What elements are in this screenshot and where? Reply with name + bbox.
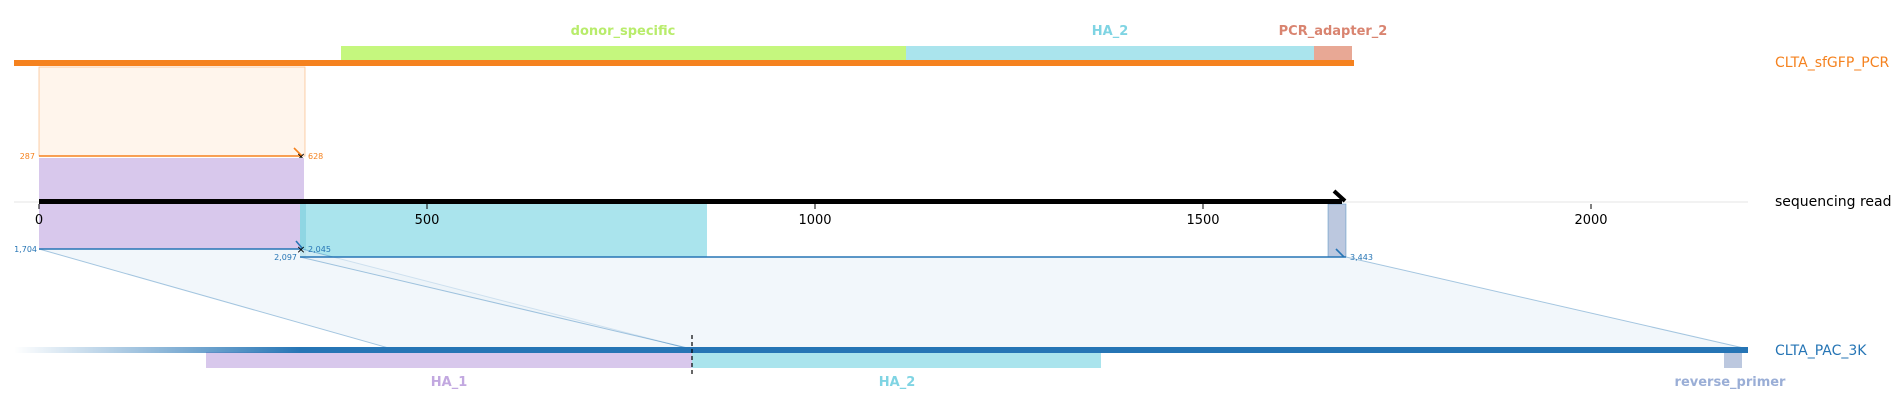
read-tick-label: 0 [35,213,43,228]
target-feature-label-ha-2: HA_2 [1092,24,1129,39]
read-line [39,199,1342,204]
reference-feature-ha-1 [206,352,692,368]
read-tick-label: 1500 [1186,213,1219,228]
target-feature-donor-specific [341,46,906,62]
reference-feature-label-ha-2: HA_2 [879,375,916,390]
reference-feature-label-ha-1: HA_1 [431,375,468,390]
read-tick-label: 1000 [798,213,831,228]
reference-line [299,347,1748,353]
reference-feature-reverse-primer [1724,352,1742,368]
reference-name: CLTA_PAC_3K [1775,343,1867,359]
read-tick-label: 500 [415,213,440,228]
ref-alignment-2-edge-right [1345,256,1749,350]
target-feature-ha-2 [906,46,1314,62]
target-alignment: × 287 628 [20,66,323,163]
read-feature-ha-2-edge [300,204,306,257]
read-feature-ha-2 [302,204,707,257]
ref-alignment-1-start-label: 1,704 [14,245,37,254]
ref-alignment-2-end-tick [1335,248,1345,258]
target-feature-label-donor-specific: donor_specific [571,24,676,39]
read-tick-label: 2000 [1574,213,1607,228]
ref-alignment-1-edge-left [38,248,393,350]
ref-alignment-1-mark: × [296,243,305,256]
ref-alignment-1-end-tick [295,240,303,249]
ref-alignment-2-end-label: 3,443 [1350,253,1373,262]
target-line [14,60,1354,66]
reference-feature-ha-2 [692,352,1101,368]
target-alignment-end-label: 628 [308,152,323,161]
target-track: donor_specific HA_2 PCR_adapter_2 CLTA_s… [14,24,1889,71]
ref-alignment-2-edge-left [299,256,693,350]
ref-alignment-1-end-label: 2,045 [308,245,331,254]
read-axis: 0 500 1000 1500 2000 [35,204,1608,228]
reference-feature-label-reverse-primer: reverse_primer [1675,375,1787,390]
read-track: sequencing read 0 500 1000 1500 2000 [14,158,1891,258]
target-alignment-mark: × [296,150,305,163]
ref-alignment-2-band [300,257,1748,349]
read-name: sequencing read [1775,194,1891,210]
reference-line-fade [14,347,300,353]
ref-alignment-2-start-label: 2,097 [274,253,297,262]
target-alignment-start-label: 287 [20,152,35,161]
target-name: CLTA_sfGFP_PCR [1775,55,1889,71]
reference-track: CLTA_PAC_3K HA_1 HA_2 reverse_primer [14,335,1867,390]
target-alignment-band [38,66,306,157]
target-feature-pcr-adapter-2 [1314,46,1352,62]
ref-alignment-1-band [39,249,690,349]
target-feature-label-pcr-adapter-2: PCR_adapter_2 [1279,24,1388,39]
reference-alignments: × 1,704 2,045 2,097 3,443 [14,240,1749,350]
target-alignment-end-tick [293,147,303,157]
read-arrow-head [1332,189,1347,203]
